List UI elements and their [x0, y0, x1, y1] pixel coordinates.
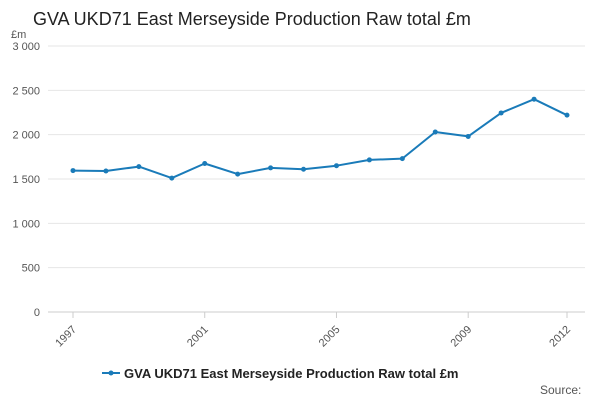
data-point[interactable]: [169, 175, 175, 181]
gridlines: [48, 45, 585, 313]
x-axis: 1997 2001 2005 2009 2012: [53, 312, 573, 349]
x-tick-label: 2012: [547, 324, 573, 350]
data-point[interactable]: [432, 129, 438, 135]
data-point[interactable]: [268, 165, 274, 171]
data-point[interactable]: [333, 163, 339, 169]
data-point[interactable]: [70, 168, 76, 174]
legend-marker-dot: [108, 370, 114, 376]
source-label: Source:: [540, 383, 581, 397]
y-axis-unit-label: £m: [11, 29, 26, 41]
series-line: [72, 98, 568, 180]
data-point[interactable]: [202, 160, 208, 166]
x-tick-label: 2009: [449, 324, 475, 350]
legend[interactable]: GVA UKD71 East Merseyside Production Raw…: [102, 366, 458, 381]
data-point[interactable]: [465, 133, 471, 139]
y-tick-label: 1 000: [12, 218, 40, 230]
x-tick-label: 2001: [185, 324, 211, 350]
x-tick-label: 2005: [317, 324, 343, 350]
data-point[interactable]: [564, 112, 570, 118]
y-tick-label: 0: [34, 307, 40, 319]
y-tick-label: 2 000: [12, 130, 40, 142]
data-point[interactable]: [301, 166, 307, 172]
data-point[interactable]: [531, 96, 537, 102]
data-point[interactable]: [235, 171, 241, 177]
chart-title: GVA UKD71 East Merseyside Production Raw…: [33, 9, 471, 29]
data-point[interactable]: [103, 168, 109, 174]
data-point[interactable]: [498, 110, 504, 116]
data-point[interactable]: [399, 156, 405, 162]
x-tick-label: 1997: [53, 324, 79, 350]
y-tick-label: 3 000: [12, 41, 40, 53]
data-point[interactable]: [366, 157, 372, 163]
y-tick-label: 500: [22, 263, 40, 275]
data-point[interactable]: [136, 164, 142, 170]
y-axis-ticks: 0 500 1 000 1 500 2 000 2 500 3 000: [12, 41, 40, 319]
legend-label: GVA UKD71 East Merseyside Production Raw…: [124, 366, 458, 381]
y-tick-label: 2 500: [12, 85, 40, 97]
y-tick-label: 1 500: [12, 174, 40, 186]
series-group: [70, 96, 570, 181]
